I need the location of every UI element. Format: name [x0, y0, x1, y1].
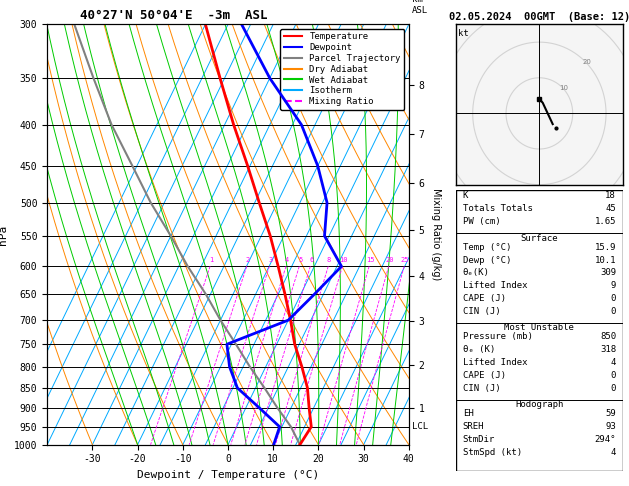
Text: CIN (J): CIN (J) [463, 307, 500, 316]
Text: 2: 2 [245, 258, 250, 263]
Text: 15.9: 15.9 [594, 243, 616, 252]
Text: 5: 5 [298, 258, 303, 263]
Text: 02.05.2024  00GMT  (Base: 12): 02.05.2024 00GMT (Base: 12) [448, 12, 629, 22]
Text: 15: 15 [365, 258, 374, 263]
Y-axis label: Mixing Ratio (g/kg): Mixing Ratio (g/kg) [431, 189, 441, 280]
Text: Hodograph: Hodograph [515, 400, 564, 409]
Legend: Temperature, Dewpoint, Parcel Trajectory, Dry Adiabat, Wet Adiabat, Isotherm, Mi: Temperature, Dewpoint, Parcel Trajectory… [281, 29, 404, 110]
Text: CAPE (J): CAPE (J) [463, 294, 506, 303]
Text: Pressure (mb): Pressure (mb) [463, 332, 533, 341]
Text: Totals Totals: Totals Totals [463, 204, 533, 213]
Text: θₑ(K): θₑ(K) [463, 268, 489, 278]
Text: StmSpd (kt): StmSpd (kt) [463, 448, 522, 457]
Text: PW (cm): PW (cm) [463, 217, 500, 226]
Text: Lifted Index: Lifted Index [463, 358, 527, 367]
Text: 20: 20 [385, 258, 394, 263]
Text: 10.1: 10.1 [594, 256, 616, 264]
Text: 4: 4 [611, 448, 616, 457]
Text: 0: 0 [611, 383, 616, 393]
Text: 1.65: 1.65 [594, 217, 616, 226]
Text: Lifted Index: Lifted Index [463, 281, 527, 290]
Text: 294°: 294° [594, 435, 616, 444]
Text: SREH: SREH [463, 422, 484, 431]
Text: Surface: Surface [521, 234, 558, 243]
Text: 0: 0 [611, 371, 616, 380]
Text: 20: 20 [583, 59, 592, 65]
Text: Most Unstable: Most Unstable [504, 323, 574, 332]
Text: 0: 0 [611, 307, 616, 316]
Text: Dewp (°C): Dewp (°C) [463, 256, 511, 264]
Text: km
ASL: km ASL [412, 0, 428, 15]
Text: StmDir: StmDir [463, 435, 495, 444]
Text: 0: 0 [611, 294, 616, 303]
Text: 8: 8 [327, 258, 331, 263]
Text: EH: EH [463, 409, 474, 418]
Text: 25: 25 [401, 258, 409, 263]
Text: 10: 10 [559, 85, 568, 91]
Text: CIN (J): CIN (J) [463, 383, 500, 393]
Text: 309: 309 [600, 268, 616, 278]
Text: θₑ (K): θₑ (K) [463, 345, 495, 354]
Text: 1: 1 [209, 258, 213, 263]
Text: 59: 59 [605, 409, 616, 418]
Text: 3: 3 [268, 258, 272, 263]
Text: 10: 10 [339, 258, 348, 263]
Text: 850: 850 [600, 332, 616, 341]
Text: K: K [463, 191, 468, 200]
Text: 6: 6 [309, 258, 313, 263]
Text: 40°27'N 50°04'E  -3m  ASL: 40°27'N 50°04'E -3m ASL [80, 9, 267, 22]
X-axis label: Dewpoint / Temperature (°C): Dewpoint / Temperature (°C) [137, 470, 319, 480]
Text: kt: kt [458, 29, 469, 38]
Y-axis label: hPa: hPa [0, 225, 8, 244]
Text: LCL: LCL [413, 422, 428, 431]
Text: Temp (°C): Temp (°C) [463, 243, 511, 252]
Text: 318: 318 [600, 345, 616, 354]
Text: 9: 9 [611, 281, 616, 290]
Text: CAPE (J): CAPE (J) [463, 371, 506, 380]
Text: 45: 45 [605, 204, 616, 213]
Text: 4: 4 [611, 358, 616, 367]
Text: 18: 18 [605, 191, 616, 200]
Text: 93: 93 [605, 422, 616, 431]
Text: 4: 4 [285, 258, 289, 263]
